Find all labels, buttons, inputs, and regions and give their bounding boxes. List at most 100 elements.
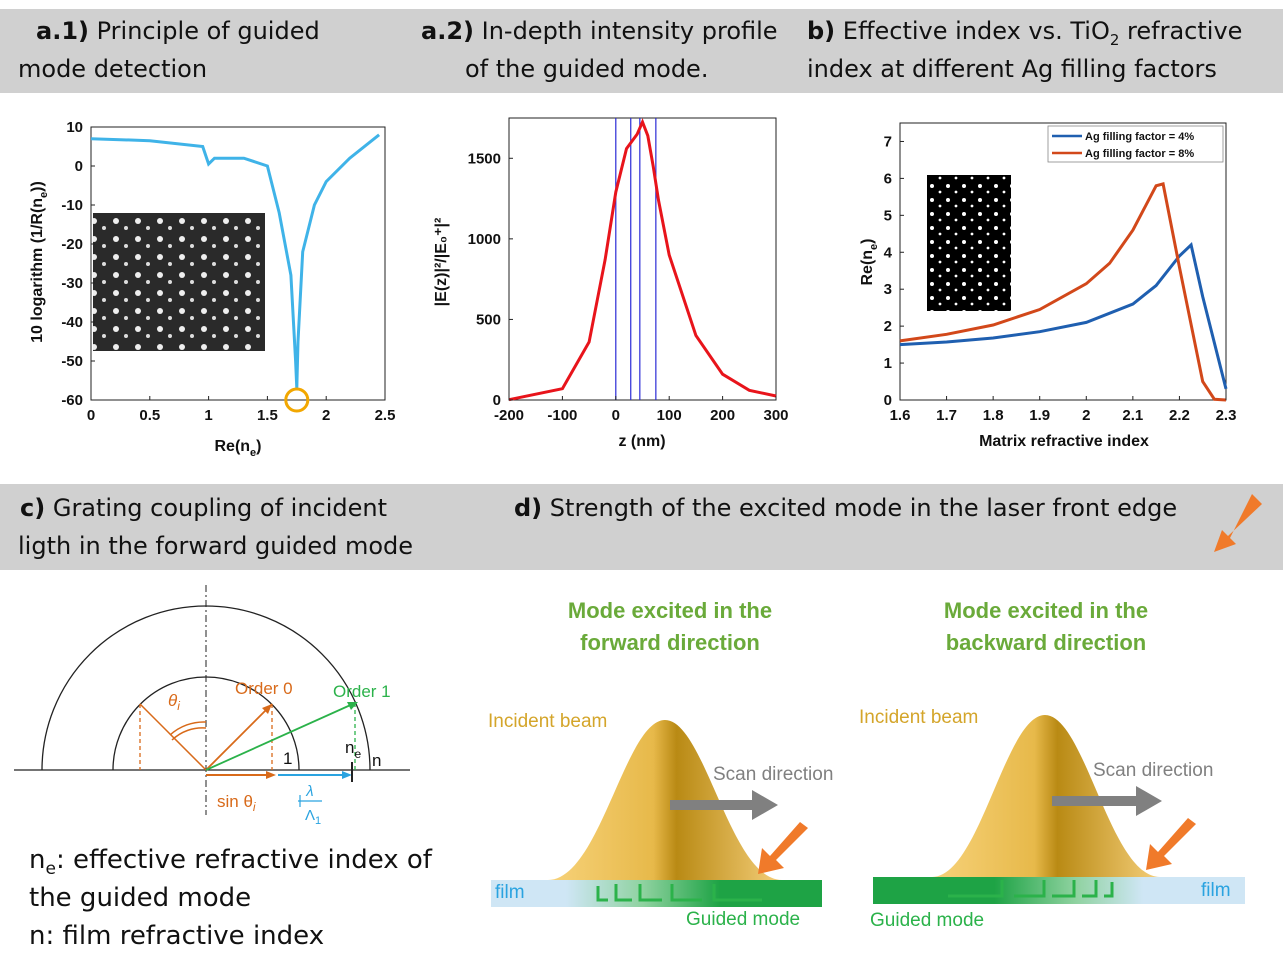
a1-ytick-label: -30 (61, 275, 83, 292)
laser-edge-arrow (1214, 494, 1262, 552)
binary-image-inset (927, 175, 1011, 311)
svg-text:sin θi: sin θi (217, 792, 256, 814)
a1-xtick-label: 2 (322, 407, 330, 424)
a1-ylabel-end: )) (29, 181, 46, 192)
a1-xtick-label: 1 (204, 407, 212, 424)
b-ytick-label: 3 (884, 281, 892, 298)
theta-label: θ (168, 691, 178, 710)
unit-label: 1 (283, 749, 292, 768)
a2-ytick-label: 1500 (468, 150, 501, 167)
a2-xtick-label: 200 (710, 407, 735, 424)
a1-xtick-label: 0 (87, 407, 95, 424)
b-ytick-label: 7 (884, 133, 892, 150)
b-xtick-label: 2.3 (1216, 407, 1237, 424)
a2-ytick-label: 0 (493, 392, 501, 409)
left-guided-label: Guided mode (686, 909, 800, 930)
a2-xtick-label: -100 (547, 407, 577, 424)
header-d: d) Strength of the excited mode in the l… (445, 484, 1283, 570)
panel-b-plot: Ag filling factor = 4% Ag filling factor… (859, 122, 1237, 450)
b-ylabel-sub: e (868, 244, 880, 250)
a1-ytick-label: -40 (61, 314, 83, 331)
a2-xtick-label: 100 (657, 407, 682, 424)
b-ytick-label: 0 (884, 392, 892, 409)
header-a2-line1: In-depth intensity profile (481, 17, 778, 45)
b-xlabel: Matrix refractive index (979, 433, 1149, 450)
Lambda-sub: 1 (315, 815, 321, 827)
header-d-tag: d) (514, 494, 543, 522)
svg-text:Λ1: Λ1 (305, 807, 321, 827)
right-scan-label: Scan direction (1093, 760, 1213, 781)
right-edge-arrow (1146, 818, 1196, 870)
a2-ylabel: |E(z)|²/|E₀⁺|² (433, 218, 450, 307)
header-a1-line1: Principle of guided (96, 17, 320, 45)
legend-label-8pct: Ag filling factor = 8% (1085, 148, 1194, 160)
right-title-2: backward direction (946, 630, 1147, 655)
b-xtick-label: 1.7 (936, 407, 957, 424)
b-ytick-label: 4 (884, 244, 893, 261)
a1-xtick-label: 1.5 (257, 407, 278, 424)
header-c: c) Grating coupling of incident ligth in… (0, 484, 445, 570)
lambda-label: λ (305, 783, 313, 800)
header-c-line1: Grating coupling of incident (52, 494, 388, 522)
a1-ytick-label: -50 (61, 353, 83, 370)
left-beam-profile (548, 720, 782, 880)
left-scan-label: Scan direction (713, 764, 833, 785)
right-scan-arrow (1052, 796, 1140, 806)
left-scan-arrowhead (752, 790, 778, 820)
svg-text:Re(ne): Re(ne) (859, 238, 880, 285)
sem-image-inset (93, 213, 265, 351)
n-label: n (372, 751, 381, 770)
right-scan-arrowhead (1136, 786, 1162, 816)
b-xtick-label: 1.9 (1029, 407, 1050, 424)
a1-xtick-label: 2.5 (375, 407, 396, 424)
header-b-sub: 2 (1109, 30, 1120, 49)
intensity-curve (508, 118, 777, 402)
a1-ytick-label: -10 (61, 197, 83, 214)
a1-ylabel-sub: e (38, 192, 50, 198)
a2-ytick-label: 1000 (468, 231, 501, 248)
svg-text:ne: ne (345, 738, 361, 761)
header-a1-tag: a.1) (36, 17, 89, 45)
a1-ytick-label: 10 (66, 119, 83, 136)
a2-xtick-label: 0 (612, 407, 620, 424)
lambda-arrowhead (342, 771, 352, 779)
a2-xtick-label: -200 (494, 407, 524, 424)
a1-ylabel: 10 logarithm (1/R(n (29, 198, 46, 343)
b-xtick-label: 1.6 (890, 407, 911, 424)
legend: Ag filling factor = 4% Ag filling factor… (1047, 125, 1224, 163)
right-beam-profile (932, 715, 1160, 877)
note-ne-base: n (29, 845, 46, 875)
ne-sub: e (354, 747, 361, 761)
reflectance-curve (90, 133, 381, 389)
left-title-1: Mode excited in the (568, 598, 772, 623)
left-title-2: forward direction (580, 630, 760, 655)
svg-text:10 logarithm (1/R(ne)): 10 logarithm (1/R(ne)) (29, 181, 50, 343)
left-film-label: film (495, 882, 525, 903)
b-xtick-label: 2.2 (1169, 407, 1190, 424)
a1-ytick-label: 0 (75, 158, 83, 175)
a1-ytick-label: -60 (61, 392, 83, 409)
note-ne-sub: e (45, 859, 56, 880)
order0-arrowhead (262, 704, 272, 714)
ne-label: n (345, 738, 354, 757)
plot-frame (508, 117, 777, 401)
panel-c-diagram: Order 0 Order 1 1 ne n θi sin θi λ Λ1 (14, 585, 410, 827)
header-b-line2: index at different Ag filling factors (807, 55, 1217, 83)
left-edge-arrow (758, 822, 808, 874)
legend-label-4pct: Ag filling factor = 4% (1085, 131, 1194, 143)
right-film-label: film (1201, 880, 1231, 901)
left-guided-mode-band (566, 880, 822, 907)
header-a2: a.2) In-depth intensity profile of the g… (405, 9, 803, 93)
header-a2-line2: of the guided mode. (465, 55, 709, 83)
a1-xlabel-sub: e (250, 447, 256, 459)
header-d-line1: Strength of the excited mode in the lase… (549, 494, 1178, 522)
a2-xlabel: z (nm) (618, 433, 665, 450)
order1-arrow (205, 702, 356, 771)
header-a1: a.1) Principle of guided mode detection (0, 9, 405, 93)
sin-theta-sub: i (253, 800, 256, 814)
note-ne-text: : effective refractive index of (55, 845, 432, 875)
svg-text:θi: θi (168, 691, 180, 713)
theta-arc (169, 721, 207, 736)
